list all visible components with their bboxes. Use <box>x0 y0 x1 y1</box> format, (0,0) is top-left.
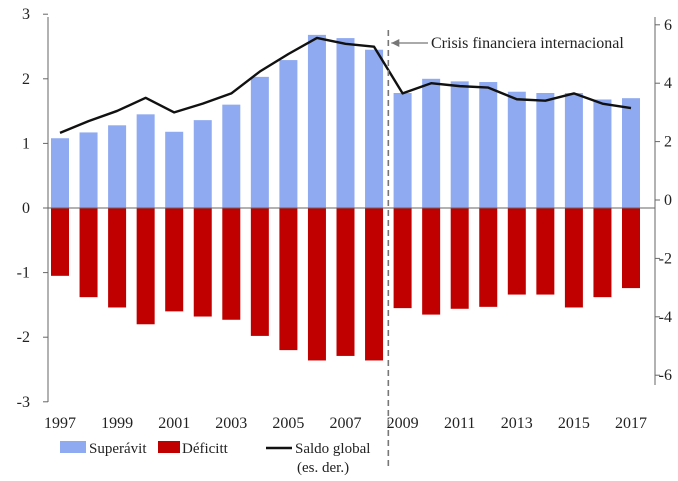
right-tick-label-1: 4 <box>664 75 672 92</box>
bar-superavit-2002 <box>193 120 212 208</box>
right-tick-label-0: 6 <box>664 17 672 34</box>
bar-superavit-2016 <box>593 99 612 208</box>
crisis-annotation: Crisis financiera internacional <box>387 30 624 470</box>
bar-deficit-2015 <box>564 208 583 308</box>
bar-deficit-1997 <box>51 208 69 276</box>
x-tick-label-2001: 2001 <box>158 415 190 432</box>
bar-deficit-2003 <box>222 208 241 320</box>
legend-label-saldo-global: Saldo global <box>295 441 370 457</box>
bar-deficit-2009 <box>393 208 412 309</box>
right-tick-label-4: -2 <box>659 250 672 267</box>
bar-deficit-2016 <box>593 208 612 298</box>
left-tick-label-4: -1 <box>17 265 30 282</box>
bar-superavit-2008 <box>365 49 384 209</box>
crisis-arrow-head <box>391 39 400 47</box>
bar-deficit-1998 <box>79 208 98 298</box>
x-tick-label-2013: 2013 <box>501 415 533 432</box>
bar-deficit-2004 <box>250 208 269 336</box>
bar-deficit-2005 <box>279 208 298 351</box>
bar-superavit-2014 <box>536 93 555 208</box>
right-tick-label-6: -6 <box>659 367 672 384</box>
bar-deficit-2014 <box>536 208 555 295</box>
bar-superavit-2012 <box>479 82 498 208</box>
bar-superavit-1999 <box>108 125 127 208</box>
bar-superavit-2003 <box>222 104 241 208</box>
x-tick-label-1997: 1997 <box>44 415 76 432</box>
bar-deficit-2012 <box>479 208 498 307</box>
bar-deficit-2002 <box>193 208 212 317</box>
bar-superavit-2010 <box>422 78 441 208</box>
bar-superavit-2005 <box>279 60 298 208</box>
left-tick-label-6: -3 <box>17 394 30 411</box>
crisis-annotation-text: Crisis financiera internacional <box>431 35 624 52</box>
x-tick-label-2009: 2009 <box>387 415 419 432</box>
left-tick-label-2: 1 <box>22 135 30 152</box>
bar-superavit-2011 <box>450 81 469 208</box>
bar-deficit-2007 <box>336 208 355 356</box>
bar-superavit-2007 <box>336 38 355 208</box>
x-tick-label-1999: 1999 <box>101 415 133 432</box>
x-tick-label-2003: 2003 <box>215 415 247 432</box>
bar-superavit-2001 <box>165 131 184 208</box>
legend: Superávit Déficitt Saldo global (es. der… <box>60 441 370 476</box>
bar-superavit-2017 <box>622 98 640 208</box>
legend-label-superavit: Superávit <box>89 441 147 457</box>
bar-deficit-2000 <box>136 208 155 325</box>
bar-superavit-2000 <box>136 114 155 208</box>
bar-deficit-2001 <box>165 208 184 312</box>
bar-superavit-2006 <box>307 34 326 209</box>
bar-deficit-2008 <box>365 208 384 361</box>
left-tick-label-1: 2 <box>22 71 30 88</box>
x-tick-label-2007: 2007 <box>330 415 362 432</box>
legend-swatch-superavit <box>60 441 86 453</box>
right-tick-label-3: 0 <box>664 192 672 209</box>
bar-deficit-2017 <box>622 208 640 289</box>
bar-deficit-2011 <box>450 208 469 309</box>
bar-superavit-1997 <box>51 138 69 208</box>
bar-superavit-2004 <box>250 76 269 208</box>
right-tick-label-2: 2 <box>664 134 672 151</box>
left-tick-label-5: -2 <box>17 329 30 346</box>
left-tick-label-3: 0 <box>22 200 30 217</box>
bar-deficit-2010 <box>422 208 441 315</box>
bar-superavit-2015 <box>564 93 583 208</box>
legend-label-deficit: Déficitt <box>182 441 229 457</box>
legend-swatch-deficit <box>158 441 180 453</box>
x-tick-label-2005: 2005 <box>272 415 304 432</box>
bar-deficit-2013 <box>507 208 526 295</box>
bar-deficit-2006 <box>307 208 326 361</box>
bar-superavit-1998 <box>79 132 98 208</box>
bar-superavit-2013 <box>507 91 526 208</box>
legend-label-saldo-global-axis-note: (es. der.) <box>297 460 349 476</box>
left-tick-label-0: 3 <box>22 6 30 23</box>
x-tick-label-2017: 2017 <box>615 415 647 432</box>
bar-superavit-2009 <box>393 93 412 208</box>
x-tick-label-2011: 2011 <box>444 415 475 432</box>
x-tick-label-2015: 2015 <box>558 415 590 432</box>
right-tick-label-5: -4 <box>659 309 672 326</box>
bar-deficit-1999 <box>108 208 127 308</box>
